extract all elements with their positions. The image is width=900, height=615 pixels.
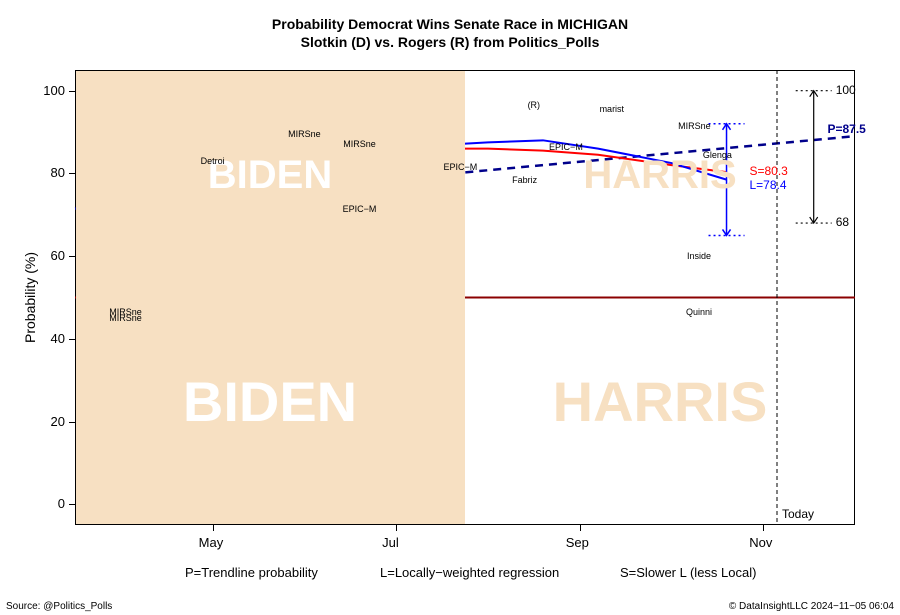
y-tick-label: 20 [51,414,65,429]
x-tick-label: Sep [566,535,589,550]
x-tick-label: Nov [749,535,772,550]
value-annotation: S=80.3 [749,164,787,178]
y-tick [69,256,75,257]
poll-label: Detroi [201,156,225,166]
poll-label: Fabriz [512,175,537,185]
poll-label: (R) [528,100,541,110]
poll-label: EPIC−M [444,162,478,172]
y-tick [69,504,75,505]
x-tick [396,525,397,531]
chart-title: Probability Democrat Wins Senate Race in… [0,15,900,51]
poll-label: Inside [687,251,711,261]
y-tick-label: 100 [43,83,65,98]
poll-label: MIRSne [678,121,711,131]
x-tick [213,525,214,531]
today-label: Today [782,507,814,521]
poll-label: MIRSne [343,139,376,149]
title-line-1: Probability Democrat Wins Senate Race in… [0,15,900,33]
range-label: 100 [836,83,856,97]
poll-label: MIRSne [288,129,321,139]
y-tick-label: 60 [51,248,65,263]
poll-label: Glenga [703,150,732,160]
footer-source: Source: @Politics_Polls [6,601,112,612]
y-tick [69,339,75,340]
y-axis-label: Probability (%) [22,251,38,342]
legend-item: P=Trendline probability [185,565,318,580]
poll-label: Quinni [686,307,712,317]
x-tick [763,525,764,531]
poll-label: EPIC−M [549,142,583,152]
value-annotation: P=87.5 [827,122,865,136]
x-tick-label: Jul [382,535,399,550]
x-tick-label: May [199,535,224,550]
poll-label: EPIC−M [343,204,377,214]
y-tick [69,422,75,423]
value-annotation: L=78.4 [749,178,786,192]
x-tick [580,525,581,531]
y-tick [69,91,75,92]
legend-item: S=Slower L (less Local) [620,565,756,580]
y-tick-label: 0 [58,496,65,511]
y-tick-label: 80 [51,165,65,180]
y-tick [69,173,75,174]
legend-item: L=Locally−weighted regression [380,565,559,580]
chart-container: Probability Democrat Wins Senate Race in… [0,0,900,615]
poll-label: marist [600,104,625,114]
footer-copyright: © DataInsightLLC 2024−11−05 06:04 [729,601,894,612]
y-tick-label: 40 [51,331,65,346]
poll-label: MIRSne [109,313,142,323]
biden-shade [76,71,465,524]
range-label: 68 [836,215,849,229]
title-line-2: Slotkin (D) vs. Rogers (R) from Politics… [0,33,900,51]
